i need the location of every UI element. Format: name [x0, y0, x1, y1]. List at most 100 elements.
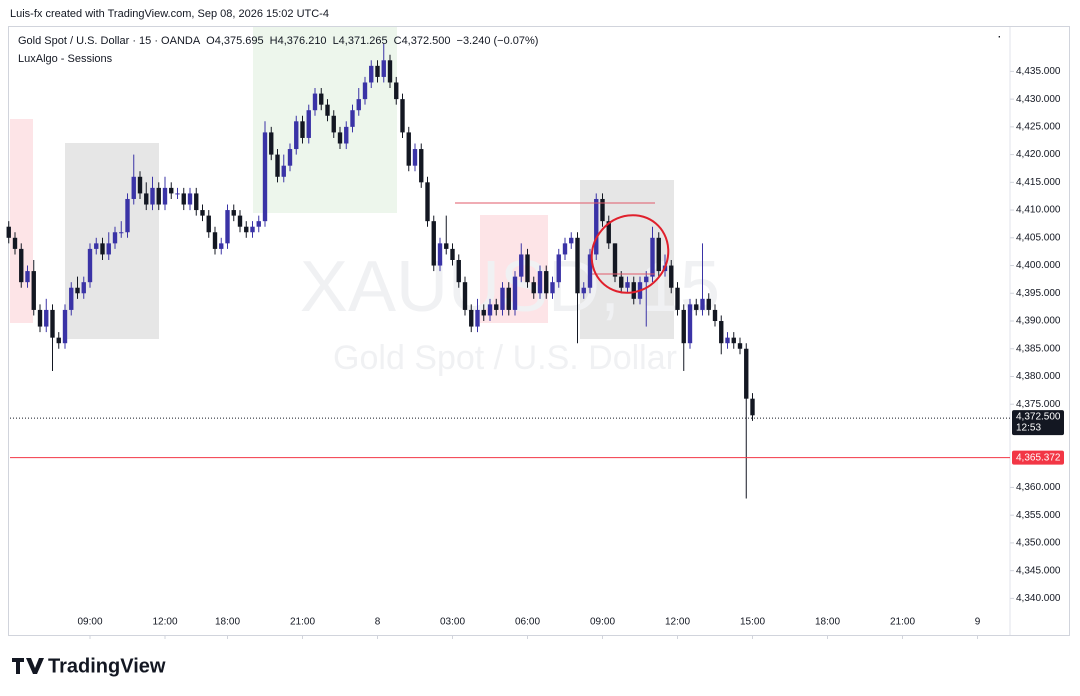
candle-body	[612, 243, 618, 277]
candle-body	[375, 65, 380, 77]
candle-body	[731, 337, 736, 344]
candle-body	[81, 282, 86, 294]
ohlc-value: L4,371.265	[333, 35, 388, 47]
plot	[6, 43, 755, 499]
candle-body	[437, 243, 443, 266]
candle-body	[700, 298, 705, 310]
candle-body	[94, 243, 99, 249]
logo: TradingView	[12, 655, 166, 677]
candle-body	[269, 132, 274, 155]
x-tick-label: 03:00	[440, 617, 465, 628]
candle-body	[450, 248, 455, 260]
y-tick-label: 4,375.000	[1016, 399, 1061, 410]
candle-body	[137, 176, 143, 194]
y-tick-label: 4,405.000	[1016, 232, 1061, 243]
candle-body	[225, 210, 230, 244]
x-tick-label: 09:00	[590, 617, 615, 628]
candle-body	[419, 149, 424, 183]
candle-body	[206, 215, 211, 233]
candle-body	[62, 309, 68, 344]
y-tick-label: 4,340.000	[1016, 593, 1061, 604]
candle-body	[750, 398, 755, 416]
candle-body	[144, 193, 149, 205]
x-tick-label: 21:00	[290, 617, 315, 628]
candle-body	[469, 309, 474, 327]
session-box	[10, 119, 33, 323]
candle-body	[237, 215, 243, 227]
candle-body	[606, 221, 611, 244]
candle-body	[687, 304, 693, 344]
y-tick-label: 4,425.000	[1016, 121, 1061, 132]
candle-body	[719, 321, 724, 344]
candle-body	[644, 276, 649, 283]
last-price-label: 4,372.500	[1016, 412, 1061, 423]
x-tick-label: 18:00	[215, 617, 240, 628]
candle-body	[575, 237, 580, 294]
candle-body	[431, 221, 436, 266]
y-tick-label: 4,390.000	[1016, 316, 1061, 327]
credit: Luis-fx created with TradingView.com, Se…	[10, 8, 329, 20]
candle-body	[387, 60, 393, 83]
level-label: 4,365.372	[1016, 452, 1061, 463]
candle-body	[131, 176, 136, 199]
candle-body	[344, 126, 349, 144]
candle-body	[525, 254, 530, 283]
candle-body	[619, 276, 624, 288]
y-tick-label: 4,360.000	[1016, 482, 1061, 493]
dot: ·	[997, 28, 1002, 44]
y-tick-label: 4,410.000	[1016, 205, 1061, 216]
candle-body	[481, 309, 486, 316]
ohlc-value: C4,372.500	[394, 35, 451, 47]
candle-body	[550, 282, 555, 294]
y-tick-label: 4,420.000	[1016, 149, 1061, 160]
candle-body	[37, 309, 43, 327]
candle-body	[412, 149, 418, 166]
candle-body	[581, 287, 586, 294]
candle-body	[706, 298, 711, 310]
candle-body	[650, 237, 655, 277]
candle-body	[325, 104, 330, 116]
candle-body	[106, 243, 111, 255]
candle-body	[694, 304, 699, 310]
x-tick-label: 06:00	[515, 617, 540, 628]
y-tick-label: 4,415.000	[1016, 177, 1061, 188]
watermark: XAUUSD, 15	[300, 247, 720, 327]
candle-body	[275, 154, 280, 177]
y-tick-label: 4,355.000	[1016, 510, 1061, 521]
candle-body	[331, 115, 336, 133]
candle-body	[531, 282, 536, 294]
candle-body	[150, 187, 155, 205]
candle-body	[556, 254, 561, 283]
candle-body	[75, 287, 80, 294]
candle-body	[300, 121, 305, 138]
candle-body	[600, 198, 605, 222]
candle-body	[244, 226, 249, 233]
candle-body	[475, 309, 480, 327]
candle-body	[56, 337, 61, 344]
candle-body	[212, 232, 218, 249]
candle-body	[312, 93, 318, 111]
candle-body	[631, 282, 636, 299]
candle-body	[25, 271, 30, 283]
candle-body	[287, 149, 293, 166]
legend: Gold Spot / U.S. Dollar · 15 · OANDA O4,3…	[18, 35, 538, 47]
ohlc-value: −3.240 (−0.07%)	[457, 35, 539, 47]
candle-body	[444, 243, 449, 249]
x-tick-label: 8	[375, 617, 381, 628]
candle-body	[656, 237, 661, 272]
candle-body	[169, 187, 174, 194]
candle-body	[44, 309, 49, 327]
x-tick-label: 12:00	[665, 617, 690, 628]
candle-body	[462, 282, 468, 310]
x-tick-label: 18:00	[815, 617, 840, 628]
candle-body	[587, 254, 593, 288]
candle-body	[162, 187, 168, 205]
candle-body	[350, 110, 355, 127]
x-tick-label: 9	[975, 617, 981, 628]
y-tick-label: 4,350.000	[1016, 538, 1061, 549]
indicator-name: LuxAlgo - Sessions	[18, 53, 113, 65]
candle-body	[675, 287, 680, 310]
candle-body	[250, 226, 255, 233]
ohlc-value: H4,376.210	[270, 35, 327, 47]
